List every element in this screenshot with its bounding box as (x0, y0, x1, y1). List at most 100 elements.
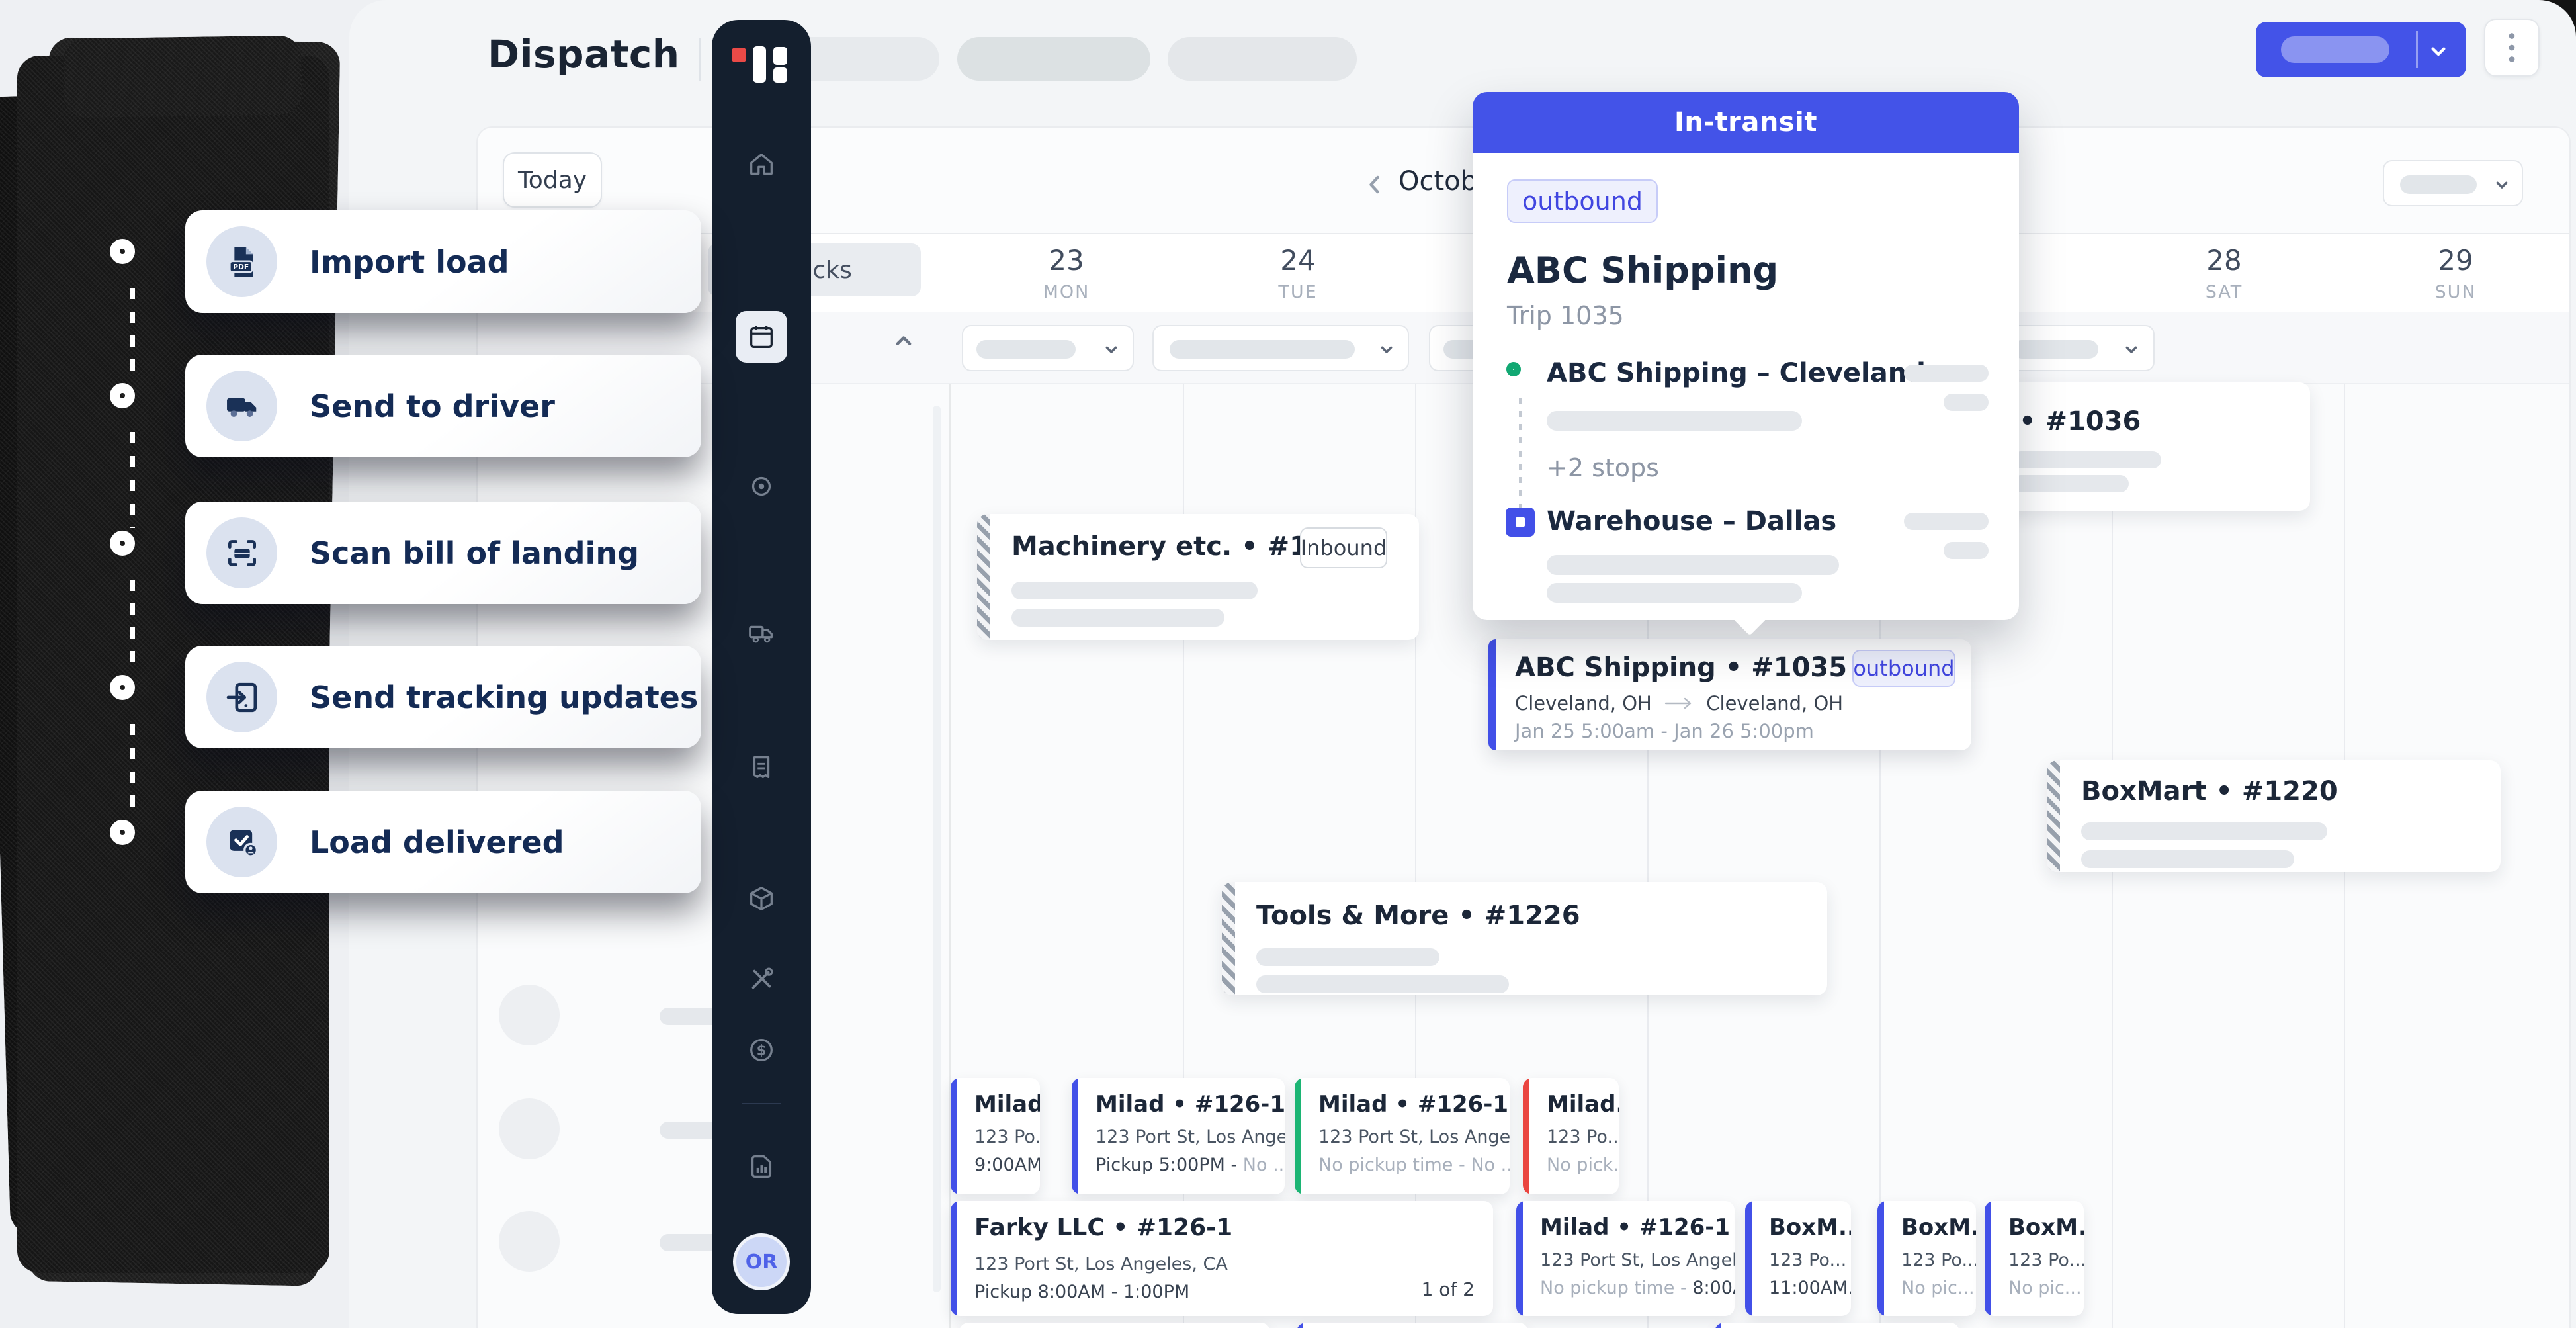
primary-action-button[interactable] (2256, 22, 2466, 77)
svg-text:PDF: PDF (233, 262, 249, 271)
scan-document-icon (206, 517, 277, 588)
popup-skeleton (1547, 555, 1839, 575)
load-card-small[interactable]: Milad • #126-1 123 Port St, Los Angel...… (1516, 1201, 1735, 1316)
grid-line (949, 384, 951, 1328)
load-card-small[interactable]: BoxM... 123 Po... No pic... (1877, 1201, 1976, 1316)
load-card-tools-1226[interactable]: Tools & More • #1226 (1222, 882, 1827, 995)
today-button[interactable]: Today (503, 152, 602, 208)
nav-sidebar: $ OR (712, 20, 811, 1314)
card-skeleton (1011, 582, 1258, 599)
reports-icon[interactable] (746, 1151, 777, 1182)
dispatch-icon (750, 326, 773, 348)
load-status-popup: In-transit outbound ABC Shipping Trip 10… (1473, 92, 2019, 636)
brand-logo (773, 47, 787, 65)
avatar[interactable]: OR (733, 1233, 790, 1290)
button-divider (2416, 31, 2418, 68)
chevron-left-icon[interactable] (1360, 170, 1389, 199)
load-card-machinery[interactable]: Machinery etc. • #1037 Inbound (977, 514, 1419, 640)
load-card-small[interactable]: BoxM... 123 Po... No pic... (1985, 1201, 2084, 1316)
day-header[interactable]: 23 MON (1043, 244, 1090, 302)
sidebar-divider (742, 1103, 781, 1104)
chevron-down-icon (1105, 346, 1117, 353)
breadcrumb-skeleton (957, 37, 1150, 81)
card-skeleton (1256, 975, 1509, 993)
day-filter-select[interactable] (1998, 325, 2155, 371)
popup-title: ABC Shipping (1507, 249, 1779, 291)
page-title: Dispatch (488, 32, 680, 77)
truck-avatar-skeleton (499, 985, 560, 1045)
timeline-dash (130, 724, 135, 817)
route-text: Cleveland, OH Cleveland, OH (1515, 692, 1844, 715)
tablet-send-icon (206, 662, 277, 732)
action-scan-bill[interactable]: Scan bill of landing (185, 502, 701, 604)
popup-skeleton (1904, 365, 1989, 382)
accent-border (1488, 639, 1496, 750)
kebab-menu-icon (2509, 33, 2515, 62)
timeline-dash (130, 288, 135, 380)
outbound-badge: outbound (1852, 650, 1955, 687)
day-header[interactable]: 28 SAT (2205, 244, 2243, 302)
grid-line (1647, 384, 1649, 1328)
grid-line (1183, 384, 1184, 1328)
load-card-boxmart-1220[interactable]: BoxMart • #1220 (2047, 760, 2501, 872)
app-window: Dispatch Today October T (349, 0, 2576, 1328)
dollar-icon[interactable]: $ (746, 1035, 777, 1065)
day-header[interactable]: 24 TUE (1278, 244, 1318, 302)
tools-icon[interactable] (746, 964, 777, 995)
scrollbar[interactable] (933, 406, 941, 1292)
day-filter-select[interactable] (962, 325, 1134, 371)
card-skeleton (2012, 451, 2161, 468)
chevron-down-icon (1381, 346, 1393, 353)
receipt-icon[interactable] (746, 752, 777, 783)
brand-logo (773, 67, 787, 83)
load-card-small[interactable]: Milad • #126-1 123 Port St, Los Angel...… (1295, 1078, 1510, 1194)
more-stops-label[interactable]: +2 stops (1547, 453, 1659, 482)
collapse-chevron-icon[interactable] (889, 326, 918, 355)
brand-logo (753, 46, 766, 83)
load-card-farky[interactable]: Farky LLC • #126-1 123 Port St, Los Ange… (951, 1201, 1493, 1316)
timeline-node (110, 383, 135, 408)
action-import-load[interactable]: PDF Import load (185, 210, 701, 313)
truck-icon (206, 371, 277, 441)
day-header[interactable]: 29 SUN (2434, 244, 2477, 302)
timeline-dash (130, 432, 135, 528)
truck-avatar-skeleton (499, 1211, 560, 1272)
card-skeleton (2012, 475, 2129, 492)
timeline-node (110, 820, 135, 845)
clipped-card (1715, 1323, 1959, 1328)
card-skeleton (2081, 822, 2327, 840)
action-send-tracking[interactable]: Send tracking updates (185, 646, 701, 748)
card-skeleton (1011, 609, 1224, 627)
load-card-small[interactable]: BoxM... 123 Po... 11:00AM... (1745, 1201, 1851, 1316)
action-load-delivered[interactable]: Load delivered (185, 791, 701, 893)
popup-status-header: In-transit (1473, 92, 2019, 153)
load-card-small[interactable]: Milad... 123 Po... 9:00AM... (951, 1078, 1040, 1194)
day-filter-select[interactable] (1152, 325, 1409, 371)
timeline-node (110, 239, 135, 264)
time-text: Jan 25 5:00am - Jan 26 5:00pm (1515, 720, 1814, 742)
load-check-icon (206, 807, 277, 877)
load-card-abc-1035[interactable]: ABC Shipping • #1035 outbound Cleveland,… (1488, 639, 1971, 750)
page-indicator: 1 of 2 (1421, 1278, 1475, 1300)
hatched-border (2047, 760, 2060, 872)
load-card-small[interactable]: Milad... 123 Po... No pick... (1523, 1078, 1619, 1194)
trucks-icon[interactable] (746, 617, 777, 648)
load-card-small[interactable]: Milad • #126-1 123 Port St, Los Angel...… (1072, 1078, 1285, 1194)
location-icon[interactable] (746, 471, 777, 502)
origin-stop-label: ABC Shipping – Cleveland (1547, 358, 1926, 388)
breadcrumb-skeleton (1168, 37, 1357, 81)
dark-texture-shape (63, 35, 302, 118)
popup-skeleton (1547, 583, 1802, 603)
clipped-card (959, 1323, 1270, 1328)
button-label-skeleton (2281, 36, 2389, 63)
chevron-down-icon[interactable] (2425, 38, 2452, 64)
action-send-to-driver[interactable]: Send to driver (185, 355, 701, 457)
title-divider (699, 38, 701, 81)
hatched-border (977, 514, 990, 640)
package-icon[interactable] (746, 883, 777, 914)
home-icon[interactable] (746, 149, 777, 179)
view-select[interactable] (2383, 160, 2523, 206)
kebab-menu-button[interactable] (2484, 19, 2540, 77)
nav-item-selected[interactable] (736, 311, 787, 363)
card-skeleton (1256, 948, 1439, 966)
